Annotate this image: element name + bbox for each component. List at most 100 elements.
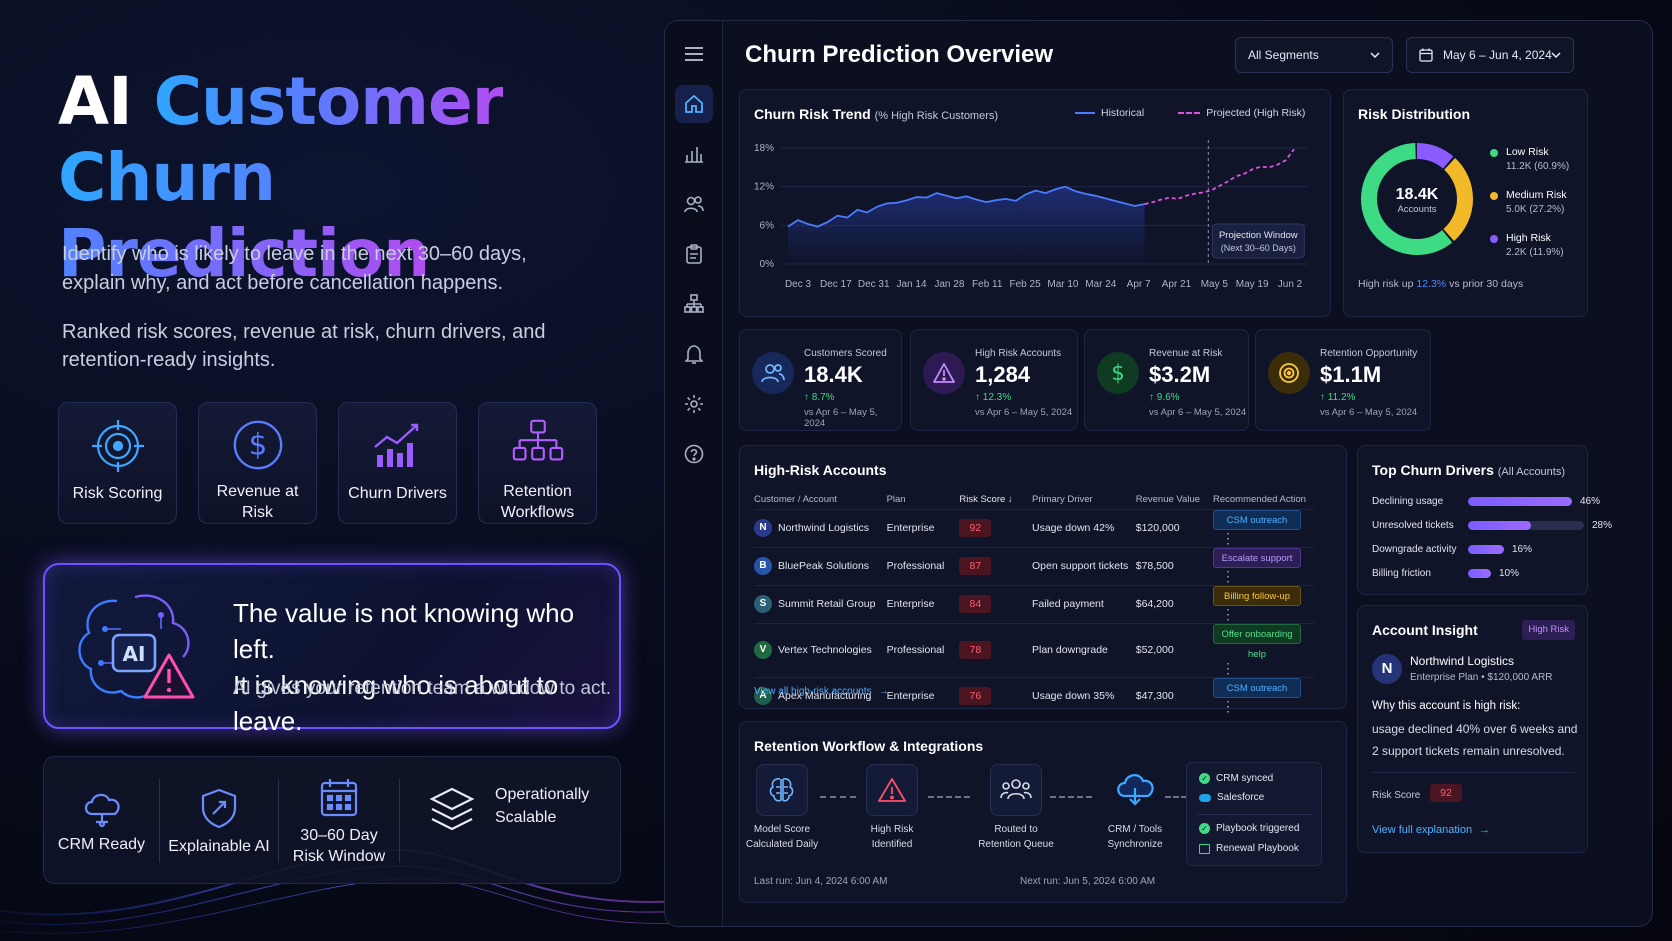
legend-name: Low Risk bbox=[1506, 146, 1549, 158]
col-primary-driver[interactable]: Primary Driver bbox=[1032, 494, 1093, 506]
footer-pre: High risk up bbox=[1358, 278, 1414, 290]
trend-subtitle: (% High Risk Customers) bbox=[874, 110, 999, 122]
avatar: V bbox=[754, 641, 772, 659]
x-tick-label: May 19 bbox=[1236, 279, 1269, 290]
kpi-value: $1.1M bbox=[1320, 362, 1382, 387]
kpi-delta: ↑ 9.6% bbox=[1149, 392, 1180, 403]
date-range-select[interactable]: May 6 – Jun 4, 2024 bbox=[1406, 37, 1574, 73]
integration-label: Salesforce bbox=[1217, 792, 1265, 803]
table-row[interactable]: A Apex Manufacturing Enterprise 76 Usage dow… bbox=[754, 676, 1314, 715]
account-name: Apex Manufacturing bbox=[778, 689, 872, 702]
cell-customer: S Summit Retail Group bbox=[754, 584, 887, 623]
bar-chart-icon[interactable] bbox=[675, 135, 713, 173]
integration-salesforce: Salesforce bbox=[1199, 792, 1264, 803]
x-tick-label: Jan 28 bbox=[934, 279, 964, 290]
feature-label: Churn Drivers bbox=[348, 485, 447, 502]
top-churn-drivers-panel: Top Churn Drivers (All Accounts) Declini… bbox=[1357, 445, 1612, 595]
cloud-sync-icon bbox=[1109, 764, 1161, 816]
integration-label: Playbook triggered bbox=[1216, 823, 1300, 834]
more-options-icon[interactable]: ⋮ bbox=[1221, 659, 1235, 676]
avatar: N bbox=[754, 519, 772, 537]
churn-trend-chart: 0% 6% 12% 18% Dec 3 Dec 17 Dec 31 Jan 14 Jan 28 F… bbox=[754, 140, 1308, 290]
more-options-icon[interactable]: ⋮ bbox=[1221, 605, 1235, 622]
more-options-icon[interactable]: ⋮ bbox=[1221, 567, 1235, 584]
kpi-label: Retention Opportunity bbox=[1320, 348, 1418, 359]
legend-value: 11.2K (60.9%) bbox=[1506, 161, 1570, 172]
divider bbox=[1197, 814, 1313, 815]
cell-risk-score: 92 bbox=[959, 508, 1032, 547]
cell-customer: B BluePeak Solutions bbox=[754, 546, 887, 585]
col-plan[interactable]: Plan bbox=[886, 494, 906, 506]
feature-retention-workflows: Retention Workflows bbox=[478, 402, 597, 524]
menu-icon[interactable] bbox=[675, 35, 713, 73]
kpi-period: vs Apr 6 – May 5, 2024 bbox=[1320, 407, 1418, 418]
hero-subtitle: Identify who is likely to leave in the n… bbox=[62, 243, 527, 294]
last-run: Last run: Jun 4, 2024 6:00 AM bbox=[754, 876, 888, 887]
y-tick-label: 6% bbox=[760, 220, 775, 231]
view-full-explanation-link[interactable]: View full explanation → bbox=[1372, 824, 1490, 836]
legend-value: 5.0K (27.2%) bbox=[1506, 204, 1565, 215]
x-tick-label: Mar 10 bbox=[1047, 279, 1079, 290]
y-tick-label: 18% bbox=[754, 143, 774, 154]
chevron-down-icon bbox=[1370, 52, 1380, 58]
hierarchy-icon[interactable] bbox=[675, 285, 713, 323]
driver-label: Unresolved tickets bbox=[1372, 520, 1454, 531]
cell-customer: A Apex Manufacturing bbox=[754, 676, 887, 715]
recommended-action-button[interactable]: CSM outreach bbox=[1213, 677, 1301, 698]
flow-arrow bbox=[928, 796, 970, 798]
recommended-action-button[interactable]: Escalate support bbox=[1213, 547, 1301, 568]
help-icon[interactable] bbox=[675, 435, 713, 473]
table-header-row: Customer / Account Plan Risk Score ↓ Pri… bbox=[754, 491, 1314, 509]
recommended-action-button[interactable]: Billing follow-up bbox=[1213, 585, 1301, 606]
workflow-step-high-risk: High Risk Identified bbox=[852, 764, 932, 852]
workflow-step-label: High Risk Identified bbox=[870, 824, 914, 850]
chevron-down-icon bbox=[1551, 52, 1561, 58]
dollar-icon: $ bbox=[233, 420, 282, 470]
donut-center-label: Accounts bbox=[1397, 204, 1437, 215]
cell-driver: Open support tickets bbox=[1032, 546, 1136, 585]
recommended-action-button[interactable]: CSM outreach bbox=[1213, 509, 1301, 530]
home-icon[interactable] bbox=[675, 85, 713, 123]
dashboard-window: Churn Prediction Overview All Segments M… bbox=[664, 20, 1653, 927]
footer-post: vs prior 30 days bbox=[1449, 278, 1524, 290]
col-action[interactable]: Recommended Action bbox=[1213, 494, 1306, 506]
dollar-icon: $ bbox=[1097, 352, 1139, 394]
cell-plan: Professional bbox=[886, 622, 960, 677]
capability-label: 30–60 Day Risk Window bbox=[292, 827, 386, 865]
clipboard-icon[interactable] bbox=[675, 235, 713, 273]
view-all-link[interactable]: View all high-risk accounts → bbox=[754, 686, 888, 697]
table-row[interactable]: V Vertex Technologies Professional 78 Plan d… bbox=[754, 622, 1314, 677]
hero-title-white: AI bbox=[58, 63, 133, 140]
table-row[interactable]: S Summit Retail Group Enterprise 84 Failed p… bbox=[754, 584, 1314, 623]
table-row[interactable]: N Northwind Logistics Enterprise 92 Usage do… bbox=[754, 508, 1314, 547]
gear-icon[interactable] bbox=[675, 385, 713, 423]
date-range-value: May 6 – Jun 4, 2024 bbox=[1443, 48, 1552, 62]
donut-slice-low bbox=[1361, 143, 1473, 255]
col-revenue[interactable]: Revenue Value bbox=[1135, 494, 1201, 506]
cell-customer: V Vertex Technologies bbox=[754, 622, 887, 677]
team-icon bbox=[990, 764, 1042, 816]
driver-pct: 28% bbox=[1592, 520, 1613, 531]
brain-icon bbox=[756, 764, 808, 816]
users-icon[interactable] bbox=[675, 185, 713, 223]
y-tick-label: 12% bbox=[754, 182, 774, 193]
capability-label: CRM Ready bbox=[57, 835, 146, 853]
col-customer[interactable]: Customer / Account bbox=[754, 494, 837, 506]
legend-swatch-projected bbox=[1178, 112, 1201, 114]
insight-risk-score: 92 bbox=[1430, 784, 1462, 802]
more-options-icon[interactable]: ⋮ bbox=[1221, 529, 1235, 546]
table-row[interactable]: B BluePeak Solutions Professional 87 Open su… bbox=[754, 546, 1314, 585]
arrow-right-icon: → bbox=[878, 686, 889, 697]
recommended-action-button[interactable]: Offer onboarding help bbox=[1213, 623, 1301, 660]
cell-plan: Enterprise bbox=[886, 676, 960, 715]
col-risk-score[interactable]: Risk Score ↓ bbox=[959, 494, 1013, 506]
more-options-icon[interactable]: ⋮ bbox=[1221, 697, 1235, 714]
kpi-period: vs Apr 6 – May 5, 2024 bbox=[975, 407, 1073, 418]
account-name: Northwind Logistics bbox=[778, 521, 870, 534]
bell-icon[interactable] bbox=[675, 335, 713, 373]
driver-pct: 46% bbox=[1580, 496, 1601, 507]
retention-workflow-panel: Retention Workflow & Integrations Model … bbox=[739, 721, 1347, 903]
driver-bar bbox=[1468, 521, 1531, 530]
segment-select[interactable]: All Segments bbox=[1235, 37, 1393, 73]
x-tick-label: Apr 21 bbox=[1162, 279, 1192, 290]
